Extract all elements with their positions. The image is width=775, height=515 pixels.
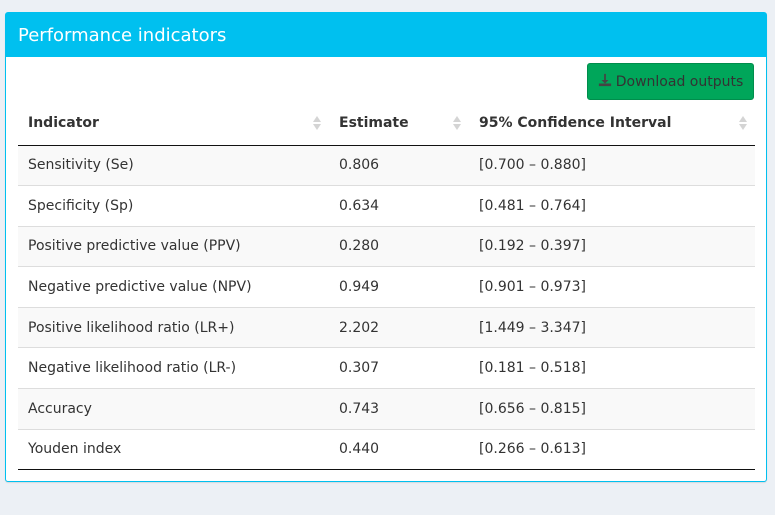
cell-estimate: 0.743 bbox=[329, 388, 469, 430]
cell-indicator: Specificity (Sp) bbox=[18, 185, 329, 227]
cell-ci: [0.481 – 0.764] bbox=[469, 185, 755, 227]
cell-estimate: 0.307 bbox=[329, 347, 469, 389]
cell-indicator: Youden index bbox=[18, 428, 329, 471]
cell-indicator: Negative likelihood ratio (LR-) bbox=[18, 347, 329, 389]
cell-estimate: 2.202 bbox=[329, 306, 469, 348]
cell-ci: [0.901 – 0.973] bbox=[469, 266, 755, 308]
cell-estimate: 0.949 bbox=[329, 266, 469, 308]
column-header-confidence-interval[interactable]: 95% Confidence Interval bbox=[469, 102, 755, 146]
table-row: Negative predictive value (NPV) 0.949 [0… bbox=[18, 266, 755, 308]
column-header-indicator[interactable]: Indicator bbox=[18, 102, 329, 146]
table-row: Sensitivity (Se) 0.806 [0.700 – 0.880] bbox=[18, 145, 755, 186]
cell-ci: [0.656 – 0.815] bbox=[469, 388, 755, 430]
sort-icon bbox=[313, 116, 321, 131]
cell-ci: [0.192 – 0.397] bbox=[469, 225, 755, 267]
table-row: Positive predictive value (PPV) 0.280 [0… bbox=[18, 225, 755, 267]
cell-estimate: 0.634 bbox=[329, 185, 469, 227]
table-row: Specificity (Sp) 0.634 [0.481 – 0.764] bbox=[18, 185, 755, 227]
sort-icon bbox=[453, 116, 461, 131]
cell-estimate: 0.280 bbox=[329, 225, 469, 267]
cell-estimate: 0.806 bbox=[339, 157, 380, 174]
sort-icon bbox=[739, 116, 747, 131]
cell-estimate: 0.440 bbox=[329, 428, 469, 471]
cell-ci: [0.181 – 0.518] bbox=[469, 347, 755, 389]
table-row: Negative likelihood ratio (LR-) 0.307 [0… bbox=[18, 347, 755, 389]
cell-indicator: Positive predictive value (PPV) bbox=[18, 225, 329, 267]
table-row: Positive likelihood ratio (LR+) 2.202 [1… bbox=[18, 306, 755, 348]
table-row: Accuracy 0.743 [0.656 – 0.815] bbox=[18, 388, 755, 430]
column-header-estimate[interactable]: Estimate bbox=[329, 102, 469, 146]
panel-header: Performance indicators bbox=[6, 13, 766, 57]
cell-indicator: Sensitivity (Se) bbox=[28, 157, 134, 174]
cell-ci: [1.449 – 3.347] bbox=[469, 306, 755, 348]
download-label: Download outputs bbox=[615, 73, 744, 90]
cell-ci: [0.700 – 0.880] bbox=[479, 157, 586, 174]
performance-indicators-panel: Performance indicators Download outputs … bbox=[5, 12, 767, 482]
panel-title: Performance indicators bbox=[18, 24, 227, 46]
download-icon bbox=[598, 73, 612, 91]
cell-indicator: Positive likelihood ratio (LR+) bbox=[18, 306, 329, 348]
cell-indicator: Accuracy bbox=[18, 388, 329, 430]
cell-indicator: Negative predictive value (NPV) bbox=[18, 266, 329, 308]
indicators-table: Indicator Estimate 95% Confidence Interv… bbox=[18, 102, 755, 471]
cell-ci: [0.266 – 0.613] bbox=[469, 428, 755, 471]
download-outputs-button[interactable]: Download outputs bbox=[587, 63, 754, 100]
table-row: Youden index 0.440 [0.266 – 0.613] bbox=[18, 428, 755, 471]
table-header-row: Indicator Estimate 95% Confidence Interv… bbox=[18, 102, 755, 146]
